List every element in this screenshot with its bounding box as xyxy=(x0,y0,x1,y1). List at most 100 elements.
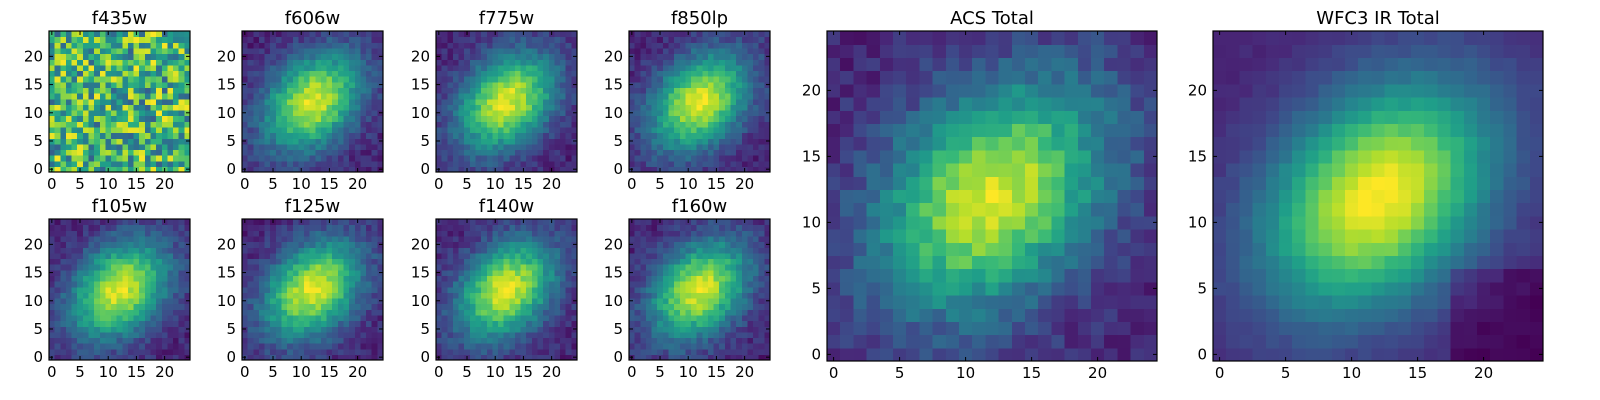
heatmap-cell xyxy=(526,219,533,226)
heatmap-cell xyxy=(139,36,146,43)
heatmap-cell xyxy=(54,309,61,316)
heatmap-cell xyxy=(548,343,556,350)
heatmap-cell xyxy=(65,224,73,231)
heatmap-cell xyxy=(354,115,362,122)
heatmap-cell xyxy=(184,292,191,299)
heatmap-cell xyxy=(691,286,698,293)
heatmap-cell xyxy=(167,81,174,88)
heatmap-cell xyxy=(161,275,169,282)
heatmap-cell xyxy=(662,320,670,327)
heatmap-cell xyxy=(156,31,163,38)
heatmap-cell xyxy=(156,331,163,339)
heatmap-cell xyxy=(60,292,67,299)
heatmap-cell xyxy=(161,281,169,288)
heatmap-cell xyxy=(548,42,556,49)
heatmap-cell xyxy=(707,314,715,322)
heatmap-cell xyxy=(133,247,140,254)
heatmap-cell xyxy=(366,230,373,237)
heatmap-cell xyxy=(498,143,505,151)
heatmap-cell xyxy=(315,314,322,322)
heatmap-cell xyxy=(111,31,118,38)
heatmap-cell xyxy=(571,76,578,83)
panel-title: f105w xyxy=(92,196,147,217)
heatmap-cell xyxy=(60,53,67,60)
heatmap-cell xyxy=(464,235,471,243)
heatmap-cell xyxy=(537,337,544,344)
heatmap-cell xyxy=(691,98,698,105)
heatmap-cell xyxy=(565,36,572,43)
heatmap-cell xyxy=(150,143,157,151)
heatmap-cell xyxy=(657,292,664,299)
heatmap-cell xyxy=(360,132,367,139)
heatmap-cell xyxy=(713,115,720,122)
heatmap-cell xyxy=(696,98,703,105)
heatmap-cell xyxy=(258,121,266,128)
heatmap-cell xyxy=(436,337,443,344)
heatmap-cell xyxy=(343,64,350,72)
heatmap-cell xyxy=(298,281,305,288)
heatmap-cell xyxy=(498,348,505,355)
heatmap-cell xyxy=(133,155,140,162)
heatmap-cell xyxy=(122,337,129,344)
heatmap-cell xyxy=(99,138,106,145)
heatmap-cell xyxy=(49,87,56,94)
heatmap-cell xyxy=(366,155,373,162)
heatmap-cell xyxy=(60,126,67,134)
heatmap-cell xyxy=(492,149,499,156)
heatmap-cell xyxy=(469,235,477,243)
heatmap-cell xyxy=(292,348,299,355)
heatmap-cell xyxy=(247,297,254,305)
heatmap-cell xyxy=(651,303,658,310)
heatmap-cell xyxy=(486,303,493,310)
heatmap-cell xyxy=(247,314,254,322)
heatmap-cell xyxy=(354,36,362,43)
heatmap-cell xyxy=(548,320,556,327)
heatmap-cell xyxy=(349,143,356,151)
heatmap-cell xyxy=(441,149,448,156)
heatmap-cell xyxy=(764,309,771,316)
heatmap-cell xyxy=(657,286,664,293)
heatmap-cell xyxy=(360,235,367,243)
heatmap-cell xyxy=(99,219,106,226)
heatmap-cell xyxy=(343,42,350,49)
x-tick-label: 5 xyxy=(655,175,665,193)
heatmap-cell xyxy=(150,104,157,111)
heatmap-cell xyxy=(691,348,698,355)
heatmap-cell xyxy=(105,292,112,299)
heatmap-cell xyxy=(452,297,460,305)
heatmap-cell xyxy=(281,53,288,60)
heatmap-cell xyxy=(668,81,675,88)
heatmap-cell xyxy=(161,155,169,162)
heatmap-cell xyxy=(509,126,516,134)
heatmap-cell xyxy=(514,230,522,237)
heatmap-cell xyxy=(371,115,378,122)
heatmap-cell xyxy=(509,98,516,105)
heatmap-cell xyxy=(702,93,709,100)
heatmap-cell xyxy=(565,166,572,173)
heatmap-cell xyxy=(741,297,749,305)
heatmap-cell xyxy=(105,149,112,156)
heatmap-cell xyxy=(464,109,471,117)
heatmap-cell xyxy=(436,64,443,72)
heatmap-cell xyxy=(730,337,737,344)
heatmap-cell xyxy=(554,53,561,60)
heatmap-cell xyxy=(651,36,658,43)
heatmap-cell xyxy=(150,348,157,355)
heatmap-cell xyxy=(287,87,294,94)
heatmap-cell xyxy=(167,104,174,111)
x-tick-label: 5 xyxy=(268,175,278,193)
heatmap-cell xyxy=(337,115,345,122)
heatmap-cell xyxy=(554,98,561,105)
heatmap-cell xyxy=(537,297,544,305)
heatmap-cell xyxy=(281,241,288,248)
heatmap-cell xyxy=(377,36,384,43)
heatmap-cell xyxy=(651,121,658,128)
heatmap-cell xyxy=(54,47,61,55)
heatmap-cell xyxy=(65,109,73,117)
heatmap-cell xyxy=(127,348,135,355)
heatmap-cell xyxy=(167,155,174,162)
heatmap-cell xyxy=(253,98,260,105)
heatmap-cell xyxy=(554,149,561,156)
heatmap-cell xyxy=(133,309,140,316)
heatmap-cell xyxy=(343,275,350,282)
